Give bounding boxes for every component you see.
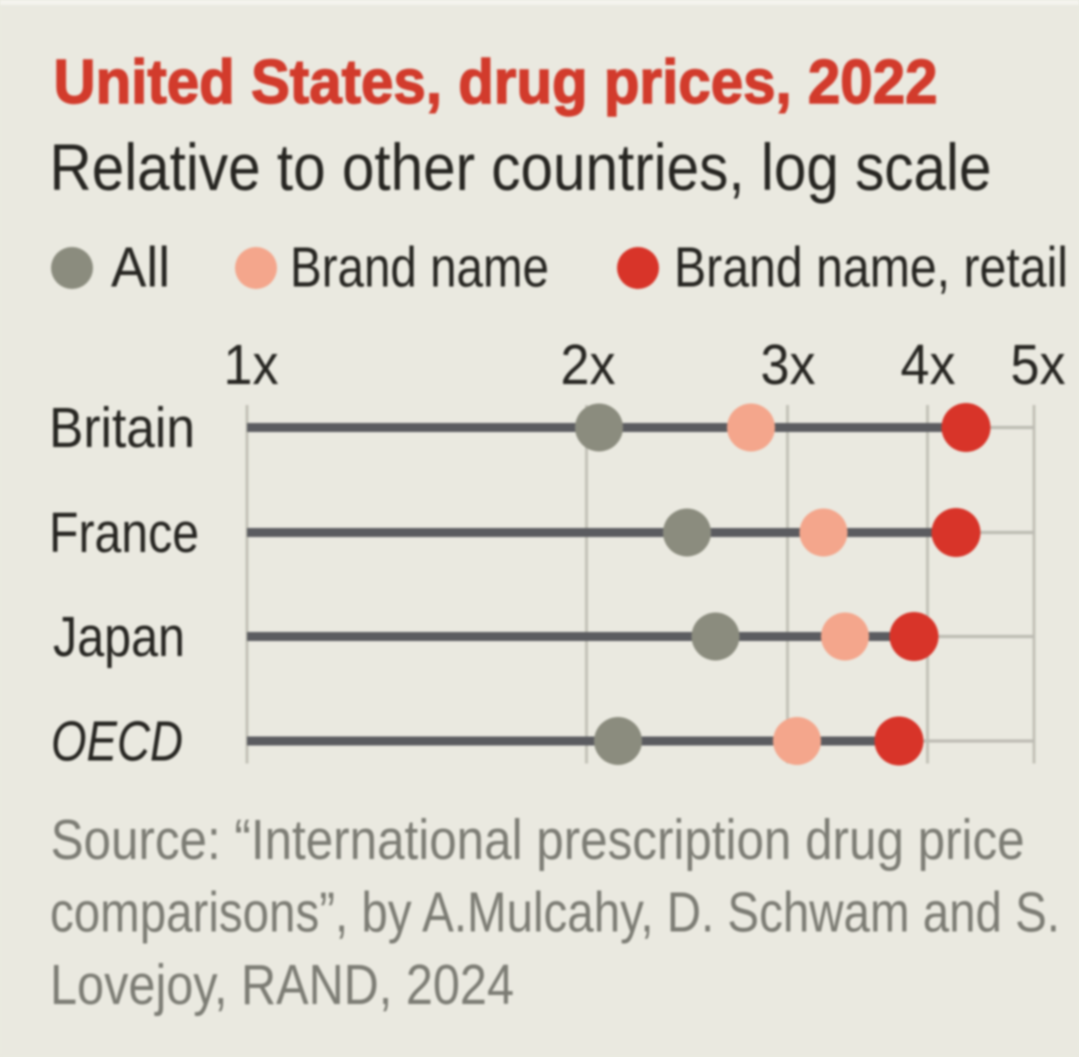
svg-text:All: All <box>111 236 170 300</box>
svg-text:Source: “International prescri: Source: “International prescription drug… <box>51 808 1025 872</box>
svg-text:United States, drug prices, 20: United States, drug prices, 2022 <box>54 48 938 117</box>
svg-text:OECD: OECD <box>51 710 183 774</box>
svg-text:4x: 4x <box>901 333 956 397</box>
svg-text:3x: 3x <box>761 333 816 397</box>
svg-text:France: France <box>49 501 199 565</box>
svg-text:Japan: Japan <box>53 605 185 669</box>
svg-text:2x: 2x <box>561 333 616 397</box>
svg-text:5x: 5x <box>1011 333 1066 397</box>
svg-text:Britain: Britain <box>49 396 195 460</box>
svg-text:comparisons”, by A.Mulcahy, D.: comparisons”, by A.Mulcahy, D. Schwam an… <box>50 881 1060 945</box>
svg-text:Lovejoy, RAND, 2024: Lovejoy, RAND, 2024 <box>50 953 514 1017</box>
svg-text:1x: 1x <box>224 333 279 397</box>
svg-text:Relative to other countries, l: Relative to other countries, log scale <box>50 130 992 204</box>
svg-text:Brand name: Brand name <box>290 236 549 300</box>
svg-text:Brand name, retail: Brand name, retail <box>674 236 1068 300</box>
